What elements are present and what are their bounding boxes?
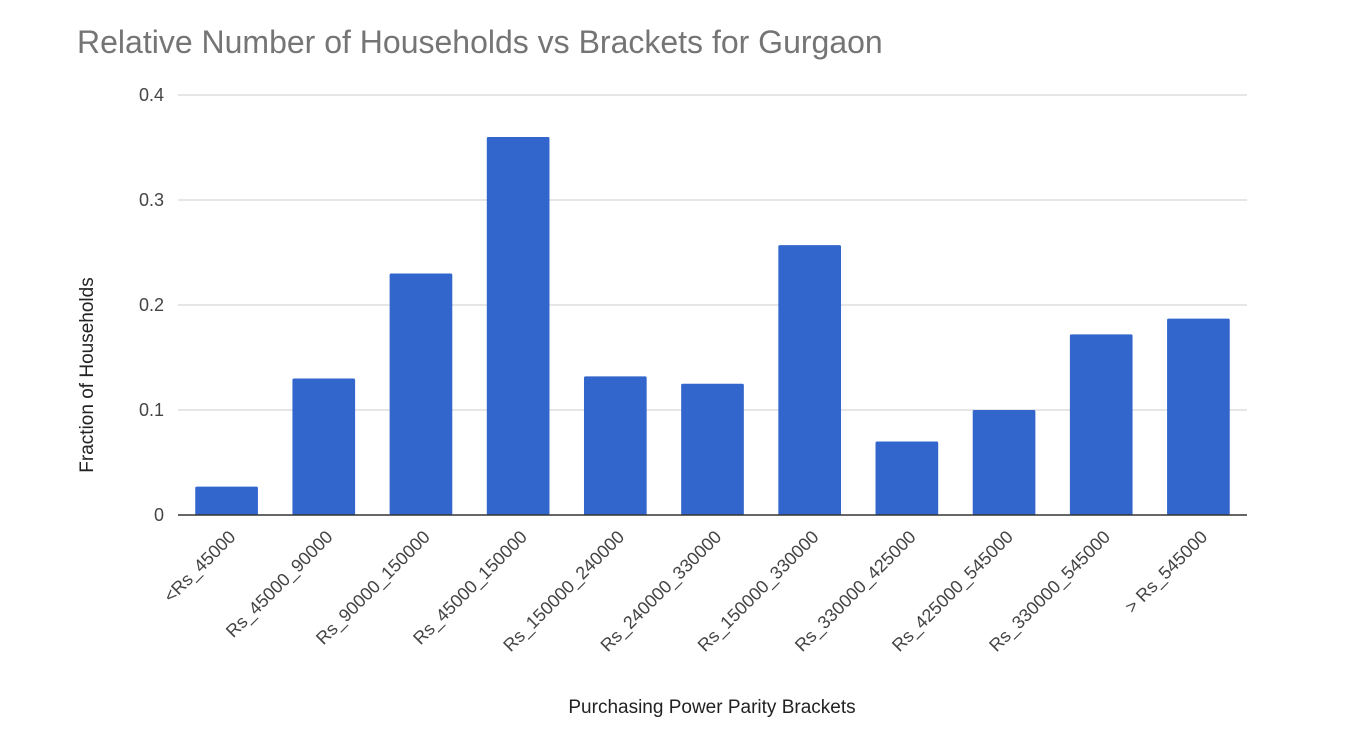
bar [1167,318,1230,515]
bar [486,137,550,515]
x-axis-ticks: <Rs_45000Rs_45000_90000Rs_90000_150000Rs… [160,527,1212,657]
x-axis-title: Purchasing Power Parity Brackets [568,697,855,718]
y-tick-label: 0.4 [139,85,164,105]
x-tick-label: <Rs_45000 [160,527,240,607]
bar [681,383,744,515]
bar [1069,334,1133,515]
bar [875,441,939,515]
bar [389,273,453,515]
y-tick-label: 0 [154,505,164,525]
x-tick-label: Rs_45000_90000 [222,527,337,642]
y-axis-ticks: 0 0.1 0.2 0.3 0.4 [139,85,164,525]
x-tick-label: > Rs_545000 [1121,527,1212,618]
chart-title: Relative Number of Households vs Bracket… [77,24,883,60]
bar [972,410,1036,515]
y-tick-label: 0.3 [139,190,164,210]
y-tick-label: 0.2 [139,295,164,315]
bars [195,137,1230,515]
bar [292,378,356,515]
bar [195,486,258,515]
bar [583,376,647,515]
y-tick-label: 0.1 [139,400,164,420]
y-axis-title: Fraction of Households [77,277,98,472]
bar [778,245,842,515]
